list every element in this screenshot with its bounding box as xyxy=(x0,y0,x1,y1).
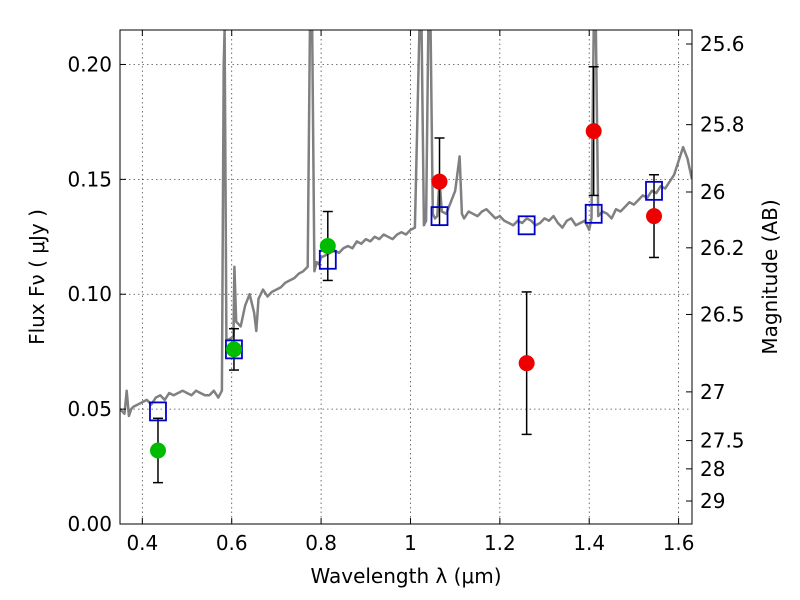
x-tick-label: 1.4 xyxy=(573,531,605,555)
x-axis-label: Wavelength λ (μm) xyxy=(310,564,501,588)
model-photometry-square xyxy=(149,401,167,422)
right-tick-label: 26 xyxy=(700,180,725,204)
right-tick-label: 25.6 xyxy=(700,32,745,56)
x-tick-label: 1.2 xyxy=(484,531,516,555)
right-tick-label: 25.8 xyxy=(700,113,745,137)
y-tick-label: 0.20 xyxy=(67,52,112,76)
y-tick-label: 0.05 xyxy=(67,397,112,421)
x-tick-label: 1.6 xyxy=(663,531,695,555)
detection-point xyxy=(225,341,242,358)
detection-point xyxy=(585,123,602,140)
model-photometry-square xyxy=(430,206,449,227)
y-axis-label: Flux Fν ( μJy ) xyxy=(25,209,49,345)
axis-ticks: 0.4 0.6 0.8 1 1.2 1.4 1.6 0.00 0.05 0.10 0.15 0.20 2… xyxy=(67,30,745,555)
model-photometry-square xyxy=(645,180,663,201)
x-tick-label: 0.8 xyxy=(305,531,337,555)
y-axis-label-right: Magnitude (AB) xyxy=(758,199,782,354)
x-tick-label: 0.4 xyxy=(126,531,158,555)
detection-point xyxy=(518,355,535,372)
spectrum-layer xyxy=(120,30,692,418)
detection-point xyxy=(319,237,336,254)
right-tick-label: 29 xyxy=(700,489,725,513)
marker-layer xyxy=(149,123,663,459)
right-tick-label: 27.5 xyxy=(700,429,745,453)
plot-frame xyxy=(119,29,693,525)
grid-lines xyxy=(120,30,692,525)
errorbar-layer xyxy=(152,66,660,484)
y-tick-label: 0.10 xyxy=(67,282,112,306)
model-photometry-square xyxy=(584,203,603,224)
right-tick-label: 26.2 xyxy=(700,236,745,260)
right-tick-label: 28 xyxy=(700,457,725,481)
x-tick-label: 1 xyxy=(404,531,417,555)
x-tick-label: 0.6 xyxy=(216,531,248,555)
detection-point xyxy=(646,208,663,225)
detection-point xyxy=(149,442,166,459)
detection-point xyxy=(431,173,448,190)
spectrum-line xyxy=(120,30,692,418)
y-tick-label: 0.15 xyxy=(67,167,112,191)
right-tick-label: 26.5 xyxy=(700,302,745,326)
y-tick-label: 0.00 xyxy=(67,512,112,536)
model-photometry-square xyxy=(517,215,536,236)
right-tick-label: 27 xyxy=(700,380,725,404)
